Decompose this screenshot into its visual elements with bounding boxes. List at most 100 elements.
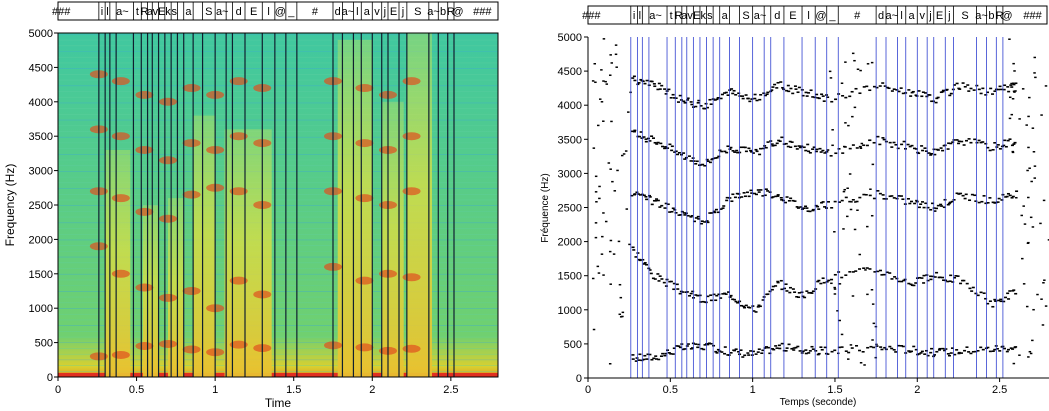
formant-point <box>696 102 700 104</box>
phoneme-label: a <box>908 10 915 22</box>
formant-point <box>825 280 829 283</box>
formant-point <box>948 201 952 204</box>
formant-point <box>893 276 897 278</box>
formant-point <box>681 348 685 351</box>
formant-point <box>851 295 855 297</box>
formant-point <box>828 70 832 73</box>
formant-point <box>878 192 882 195</box>
formant-point <box>965 282 969 285</box>
formant-point <box>675 345 679 347</box>
formant-point <box>901 198 905 201</box>
formant-point <box>1012 90 1016 93</box>
formant-point <box>944 348 948 350</box>
formant-point <box>932 354 936 356</box>
phoneme-label: t <box>670 10 673 22</box>
formant-point <box>955 192 959 195</box>
formant-point <box>888 272 892 274</box>
formant-point <box>920 350 924 353</box>
formant-point <box>784 142 788 145</box>
formant-point <box>998 85 1002 88</box>
formant-point <box>928 94 932 96</box>
formant-point <box>1028 167 1031 169</box>
formant-point <box>734 93 738 96</box>
formant-point <box>854 87 858 90</box>
formant-point <box>638 353 642 356</box>
formant-point <box>975 141 979 144</box>
formant-point <box>854 270 858 272</box>
formant-point <box>756 306 760 308</box>
formant-point <box>731 193 735 196</box>
formant-point <box>1015 190 1019 193</box>
formant-point <box>977 201 981 204</box>
formant-point <box>921 149 925 152</box>
formant-point <box>1018 354 1021 356</box>
formant-point <box>984 297 988 300</box>
formant-point <box>624 150 628 152</box>
formant-point <box>645 198 649 201</box>
phoneme-label: a <box>722 10 729 22</box>
formant-point <box>752 310 756 312</box>
formant-point <box>743 195 747 198</box>
formant-point <box>936 204 940 207</box>
phoneme-label: i <box>101 6 103 18</box>
formant-point <box>1027 356 1030 358</box>
formant-point <box>847 351 851 354</box>
formant-point <box>810 345 814 348</box>
formant-point <box>686 343 690 345</box>
formant-point <box>922 274 926 277</box>
formant-point <box>621 311 625 314</box>
formant-point <box>715 294 719 297</box>
phoneme-label: R <box>675 10 683 22</box>
formant-point <box>793 291 797 294</box>
formant-point <box>957 352 961 355</box>
phoneme-label: v <box>374 6 380 18</box>
formant-point <box>742 305 746 308</box>
formant-point <box>986 346 990 349</box>
formant-point <box>947 354 951 357</box>
formant-point <box>642 194 646 197</box>
phoneme-label: # <box>854 10 861 22</box>
formant-point <box>1012 62 1015 65</box>
formant-point <box>897 195 901 197</box>
formant-point <box>955 349 959 351</box>
formant-point <box>974 350 978 353</box>
formant-point <box>833 286 836 289</box>
formant-point <box>971 350 975 353</box>
phoneme-label: @ <box>452 6 463 18</box>
formant-point <box>742 192 746 194</box>
formant-point <box>930 347 934 350</box>
formant-point <box>795 295 799 298</box>
formant-point <box>631 246 635 249</box>
formant-point <box>1031 226 1035 228</box>
formant-point <box>737 350 741 353</box>
formant-point <box>725 151 729 154</box>
formant-point <box>989 87 993 90</box>
formant-point <box>673 151 677 153</box>
formant-point <box>630 194 634 197</box>
formant-point <box>908 145 912 148</box>
formant-point <box>1007 298 1011 300</box>
formant-point <box>969 87 973 90</box>
formant-point <box>844 350 848 352</box>
formant-point <box>787 199 791 202</box>
formant-point <box>910 200 914 203</box>
formant-point <box>1027 241 1030 244</box>
formant-point <box>602 212 605 214</box>
formant-point <box>671 353 675 355</box>
formant-point <box>938 347 942 350</box>
formant-point <box>735 149 739 152</box>
formant-point <box>721 293 725 295</box>
formant-point <box>1006 192 1010 195</box>
formant-point <box>1033 177 1037 179</box>
formant-point <box>648 353 652 356</box>
formant-point <box>888 345 892 348</box>
formant-point <box>806 210 810 212</box>
formant-point <box>754 193 758 196</box>
formant-point <box>683 214 687 216</box>
formant-point <box>678 346 682 349</box>
formant-point <box>853 59 856 62</box>
formant-point <box>736 301 740 304</box>
formant-point <box>906 143 910 146</box>
formant-point <box>701 163 705 166</box>
formant-point <box>706 160 710 163</box>
